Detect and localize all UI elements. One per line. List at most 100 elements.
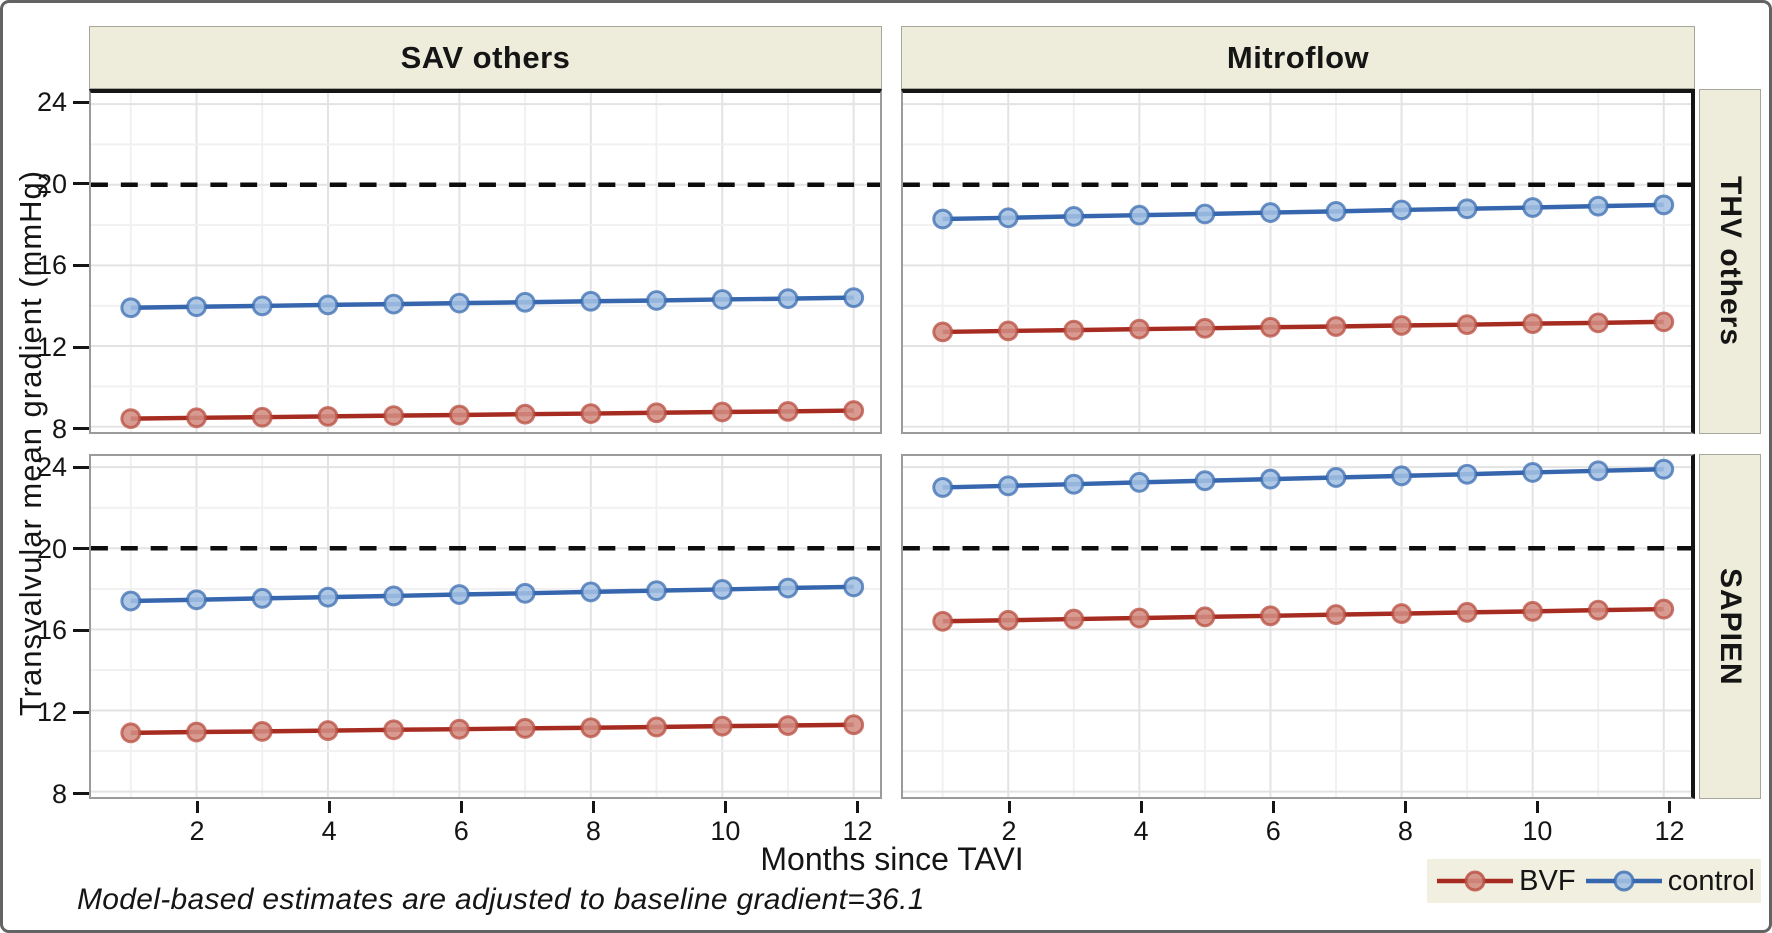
legend-swatch-control-icon: [1585, 870, 1662, 892]
x-axis-tick-mark: [459, 801, 463, 813]
data-point-BVF: [1456, 601, 1478, 623]
data-point-control: [383, 293, 405, 315]
data-point-control: [1653, 458, 1675, 480]
data-point-BVF: [1325, 316, 1347, 337]
data-point-control: [1325, 200, 1347, 222]
legend-label: control: [1667, 864, 1755, 897]
data-point-control: [1128, 471, 1150, 493]
x-axis-tick-label: 4: [321, 816, 337, 846]
data-point-control: [1522, 197, 1544, 218]
data-point-control: [1391, 199, 1412, 221]
data-point-BVF: [843, 400, 865, 421]
data-point-control: [646, 290, 667, 311]
data-point-BVF: [932, 610, 954, 632]
data-point-control: [1391, 465, 1412, 487]
panel-canvas-sav-others-thv-others: [91, 93, 880, 432]
facet-row-label: THV others: [1714, 176, 1747, 347]
data-point-control: [317, 586, 339, 608]
data-point-control: [711, 289, 733, 310]
data-point-control: [646, 580, 667, 602]
data-point-BVF: [448, 718, 470, 740]
y-axis-tick-label: 12: [36, 332, 67, 363]
data-point-control: [186, 589, 207, 611]
x-axis-tick-mark: [1271, 801, 1275, 813]
data-point-BVF: [580, 717, 602, 739]
y-axis-tick-label: 8: [51, 778, 67, 809]
data-point-control: [1063, 473, 1085, 495]
data-point-BVF: [1063, 608, 1085, 630]
panel-canvas-sav-others-sapien: [91, 456, 880, 797]
y-axis-tick-mark: [73, 547, 89, 551]
data-point-BVF: [711, 401, 733, 423]
data-point-BVF: [383, 405, 405, 426]
legend-entry-BVF: BVF: [1433, 865, 1576, 898]
data-point-BVF: [514, 717, 536, 739]
y-axis-tick-mark: [73, 345, 89, 349]
facet-row-strip-sapien: SAPIEN: [1699, 454, 1761, 799]
x-axis-tick-mark: [1403, 801, 1407, 813]
legend: BVF control: [1427, 859, 1761, 903]
x-axis-title: Months since TAVI: [760, 841, 1024, 877]
data-point-control: [120, 297, 142, 319]
data-point-control: [1587, 195, 1609, 217]
data-point-BVF: [932, 321, 954, 343]
series-line-control: [942, 466, 1664, 490]
data-point-BVF: [448, 404, 470, 426]
data-point-BVF: [997, 320, 1019, 342]
data-point-BVF: [1194, 606, 1216, 628]
data-point-control: [383, 585, 405, 607]
data-point-control: [1522, 461, 1544, 483]
data-point-control: [120, 590, 142, 612]
data-point-control: [514, 291, 536, 313]
data-point-BVF: [1522, 600, 1544, 622]
y-axis-tick-label: 20: [36, 533, 67, 564]
data-point-control: [1128, 204, 1150, 226]
x-axis-tick-label: 8: [1397, 816, 1413, 846]
x-axis-tick-label: 6: [1265, 816, 1281, 846]
data-point-control: [777, 288, 799, 310]
data-point-BVF: [1325, 604, 1347, 626]
data-point-control: [1260, 468, 1281, 490]
data-point-control: [317, 294, 339, 316]
data-point-BVF: [1456, 314, 1478, 336]
data-point-control: [997, 475, 1019, 497]
y-axis-tick-mark: [73, 792, 89, 796]
data-point-BVF: [1063, 319, 1085, 341]
x-axis-tick-mark: [195, 801, 199, 813]
data-point-BVF: [843, 714, 865, 736]
data-point-BVF: [1391, 315, 1412, 336]
series-line-BVF: [130, 722, 854, 736]
data-point-control: [777, 577, 799, 599]
data-point-control: [932, 476, 954, 498]
y-axis-tick-mark: [73, 628, 89, 632]
data-point-control: [843, 287, 865, 309]
x-axis-tick-mark: [327, 801, 331, 813]
data-point-control: [448, 292, 470, 314]
panel-canvas-mitroflow-sapien: [903, 456, 1691, 797]
data-point-BVF: [1391, 603, 1412, 625]
x-axis-tick-mark: [1668, 801, 1672, 813]
data-point-control: [251, 295, 273, 317]
data-point-BVF: [646, 402, 667, 424]
x-axis-tick-mark: [1139, 801, 1143, 813]
data-point-control: [1456, 463, 1478, 485]
data-point-BVF: [711, 715, 733, 737]
panel-mitroflow-sapien: [901, 454, 1695, 799]
data-point-BVF: [186, 407, 207, 429]
y-axis-tick-label: 16: [36, 615, 67, 646]
data-point-control: [580, 290, 602, 312]
x-axis-tick-label: 8: [585, 816, 601, 846]
data-point-BVF: [383, 719, 405, 741]
panel-sav-others-thv-others: [89, 89, 882, 434]
y-axis-tick-label: 16: [36, 250, 67, 281]
data-point-BVF: [1653, 598, 1675, 620]
data-point-BVF: [1128, 318, 1150, 340]
data-point-control: [580, 581, 602, 603]
y-axis-tick-label: 24: [36, 87, 67, 118]
series-line-BVF: [942, 606, 1664, 624]
y-axis-tick-mark: [73, 465, 89, 469]
data-point-control: [1653, 194, 1675, 216]
data-point-control: [186, 296, 207, 318]
data-point-control: [1194, 470, 1216, 492]
